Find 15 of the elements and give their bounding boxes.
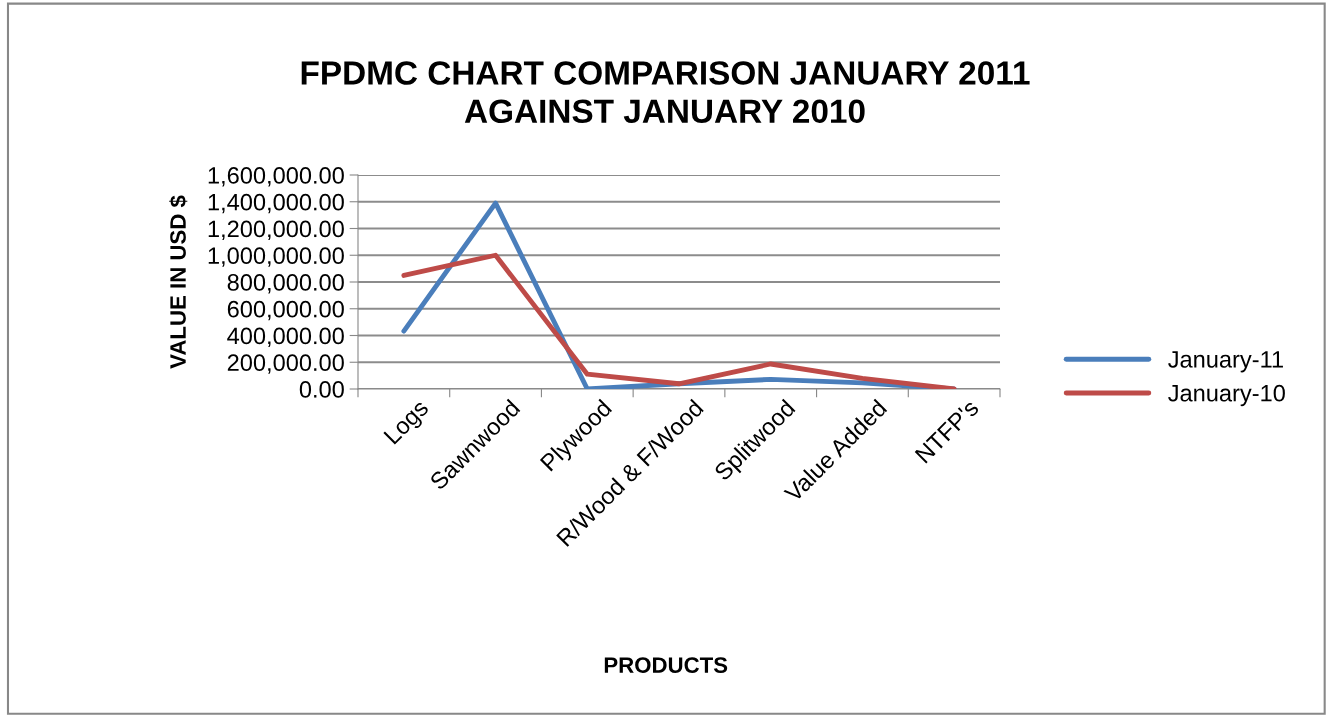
y-axis-title: VALUE IN USD $ [169, 195, 188, 369]
y-tick-label: 800,000.00 [227, 274, 344, 294]
x-axis-title: PRODUCTS [604, 657, 728, 673]
chart-title: FPDMC CHART COMPARISON JANUARY 2011 AGAINST JANUARY 2010 [301, 61, 1030, 124]
y-tick-label: 1,600,000.00 [208, 167, 344, 187]
legend-label: January-11 [1168, 351, 1283, 373]
line-series [401, 252, 957, 389]
y-tick-label: 1,200,000.00 [208, 220, 344, 241]
legend-label: January-10 [1168, 384, 1285, 407]
y-tick-label: 0.00 [299, 381, 344, 398]
y-tick-label: 400,000.00 [227, 327, 344, 348]
y-tick-label: 1,000,000.00 [208, 247, 344, 267]
y-tick-label: 600,000.00 [227, 300, 344, 321]
y-tick-label: 200,000.00 [227, 354, 344, 374]
y-tick-label: 1,400,000.00 [208, 193, 344, 214]
